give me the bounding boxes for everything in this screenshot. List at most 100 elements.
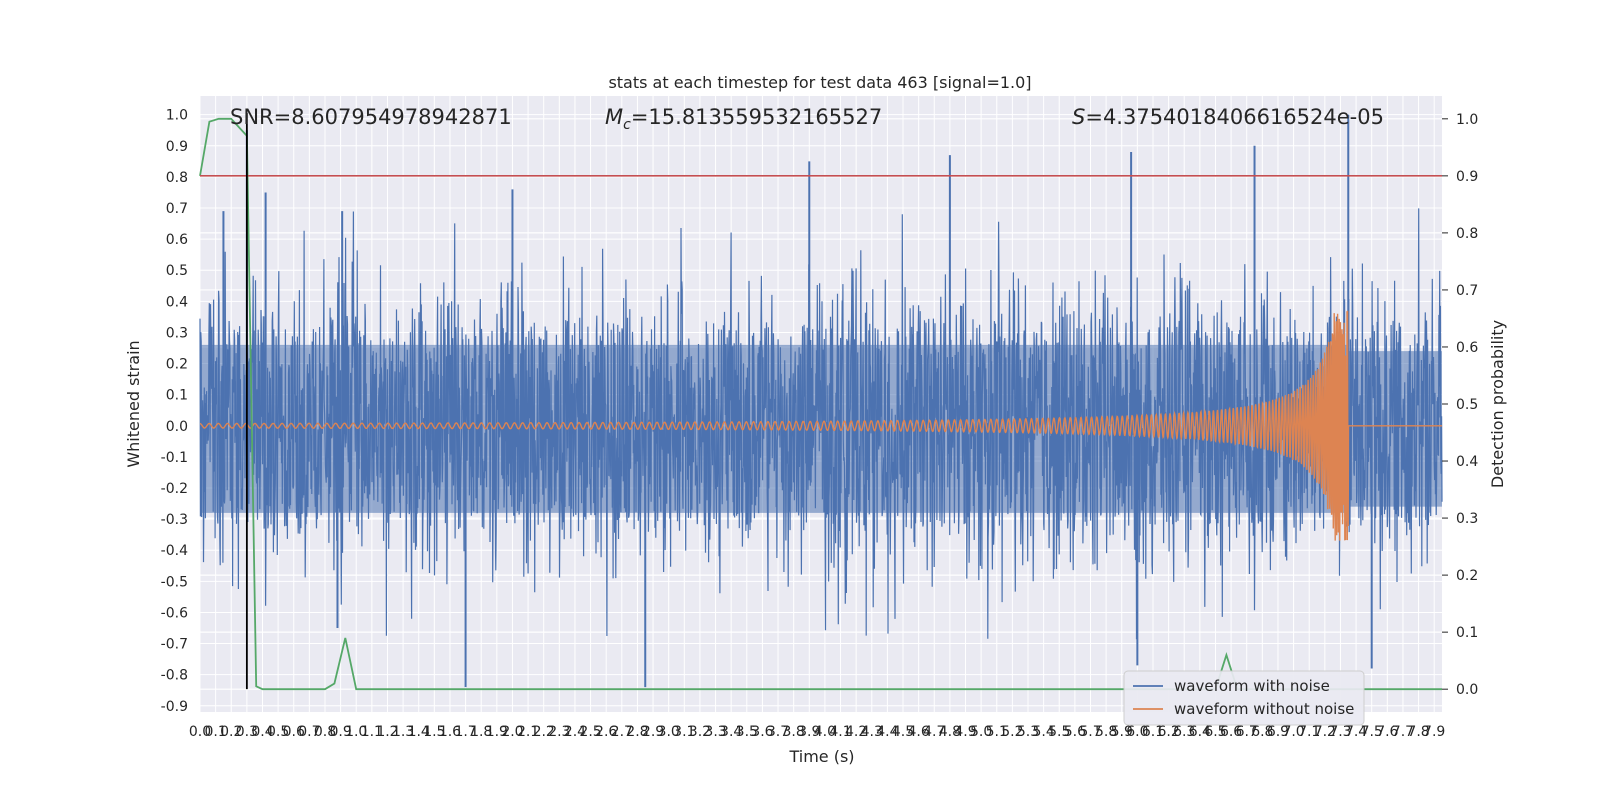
x-tick-label: 6.2: [1157, 724, 1179, 740]
x-tick-label: 2.5: [579, 724, 601, 740]
x-tick-label: 7.6: [1376, 724, 1398, 740]
x-tick-label: 4.7: [923, 724, 945, 740]
y2-tick-label: 0.6: [1456, 340, 1478, 356]
y2-tick-label: 0.4: [1456, 454, 1478, 470]
x-tick-label: 4.9: [954, 724, 976, 740]
y-tick-label: -0.6: [161, 605, 188, 621]
x-tick-label: 4.6: [908, 724, 930, 740]
chart-title: stats at each timestep for test data 463…: [608, 73, 1031, 92]
x-tick-label: 1.4: [408, 724, 430, 740]
x-tick-label: 1.0: [345, 724, 367, 740]
x-tick-label: 6.3: [1173, 724, 1195, 740]
x-tick-label: 0.2: [220, 724, 242, 740]
y-axis-ticks: 1.0 0.9 0.8 0.7 0.6 0.5 0.4 0.3 0.2 0.1 0.0 -0.1 -0.…: [161, 108, 188, 715]
x-tick-label: 4.0: [814, 724, 836, 740]
y-tick-label: -0.8: [161, 668, 188, 684]
x-tick-label: 5.5: [1048, 724, 1070, 740]
legend-label-clean: waveform without noise: [1174, 700, 1354, 718]
x-tick-label: 7.4: [1345, 724, 1367, 740]
x-tick-label: 2.6: [595, 724, 617, 740]
x-tick-label: 2.4: [564, 724, 586, 740]
x-tick-label: 5.6: [1064, 724, 1086, 740]
legend-label-noisy: waveform with noise: [1174, 677, 1330, 695]
x-tick-label: 6.0: [1126, 724, 1148, 740]
x-tick-label: 0.0: [189, 724, 211, 740]
x-tick-label: 4.4: [876, 724, 898, 740]
y-tick-label: 0.1: [166, 388, 188, 404]
x-tick-label: 5.1: [986, 724, 1008, 740]
y-tick-label: -0.2: [161, 481, 188, 497]
x-tick-label: 2.3: [548, 724, 570, 740]
x-tick-label: 1.6: [439, 724, 461, 740]
y-tick-label: 0.4: [166, 294, 188, 310]
x-tick-label: 0.9: [329, 724, 351, 740]
x-tick-label: 4.8: [939, 724, 961, 740]
x-tick-label: 6.9: [1267, 724, 1289, 740]
y2-tick-label: 0.3: [1456, 511, 1478, 527]
x-tick-label: 3.8: [783, 724, 805, 740]
x-tick-label: 0.1: [204, 724, 226, 740]
y-tick-label: 0.5: [166, 263, 188, 279]
y-tick-label: 0.7: [166, 201, 188, 217]
x-tick-label: 3.5: [736, 724, 758, 740]
y-tick-label: -0.3: [161, 512, 188, 528]
y2-tick-label: 1.0: [1456, 112, 1478, 128]
x-tick-label: 5.8: [1095, 724, 1117, 740]
y2-tick-label: 0.8: [1456, 226, 1478, 242]
legend-box: [1123, 670, 1365, 726]
annotation-mc: Mc=15.813559532165527: [605, 105, 882, 133]
series-line-clean: [199, 310, 1442, 541]
x-tick-label: 6.7: [1236, 724, 1258, 740]
series-band-noisy-tail: [1348, 351, 1442, 507]
y-tick-label: 0.8: [166, 170, 188, 186]
x-tick-label: 3.1: [673, 724, 695, 740]
x-tick-label: 6.6: [1220, 724, 1242, 740]
x-tick-label: 0.3: [236, 724, 258, 740]
x-tick-label: 2.0: [501, 724, 523, 740]
x-tick-label: 0.5: [267, 724, 289, 740]
x-tick-label: 3.2: [689, 724, 711, 740]
x-tick-label: 0.6: [283, 724, 305, 740]
x-tick-label: 7.3: [1329, 724, 1351, 740]
x-tick-label: 2.2: [533, 724, 555, 740]
y-tick-label: 0.6: [166, 232, 188, 248]
x-tick-label: 1.1: [361, 724, 383, 740]
x-tick-label: 1.3: [392, 724, 414, 740]
x-tick-label: 7.5: [1361, 724, 1383, 740]
y2-tick-label: 0.9: [1456, 169, 1478, 185]
x-tick-label: 5.9: [1111, 724, 1133, 740]
x-tick-label: 7.1: [1298, 724, 1320, 740]
x-tick-label: 4.3: [861, 724, 883, 740]
x-tick-label: 5.4: [1032, 724, 1054, 740]
x-tick-label: 5.3: [1017, 724, 1039, 740]
x-tick-label: 1.8: [470, 724, 492, 740]
x-axis-label: Time (s): [788, 747, 854, 766]
y-tick-label: -0.7: [161, 637, 188, 653]
x-tick-label: 3.0: [658, 724, 680, 740]
x-tick-label: 7.8: [1407, 724, 1429, 740]
x-tick-label: 1.5: [423, 724, 445, 740]
x-tick-label: 7.0: [1282, 724, 1304, 740]
y-tick-label: -0.9: [161, 699, 188, 715]
y-tick-label: -0.4: [161, 543, 188, 559]
y-tick-label: 0.2: [166, 357, 188, 373]
legend: waveform with noise waveform without noi…: [1123, 670, 1365, 726]
x-tick-label: 1.9: [486, 724, 508, 740]
y-tick-label: 1.0: [166, 108, 188, 124]
x-tick-label: 7.2: [1314, 724, 1336, 740]
x-tick-label: 4.1: [829, 724, 851, 740]
x-tick-label: 6.8: [1251, 724, 1273, 740]
x-tick-label: 4.5: [892, 724, 914, 740]
x-tick-label: 0.7: [298, 724, 320, 740]
x-tick-label: 3.3: [704, 724, 726, 740]
x-tick-label: 1.7: [454, 724, 476, 740]
x-tick-label: 7.9: [1423, 724, 1445, 740]
y2-axis-label: Detection probability: [1488, 320, 1507, 488]
x-tick-label: 6.1: [1142, 724, 1164, 740]
x-tick-label: 3.6: [751, 724, 773, 740]
x-tick-label: 3.4: [720, 724, 742, 740]
x-tick-label: 5.0: [970, 724, 992, 740]
x-tick-label: 2.1: [517, 724, 539, 740]
x-tick-label: 5.2: [1001, 724, 1023, 740]
